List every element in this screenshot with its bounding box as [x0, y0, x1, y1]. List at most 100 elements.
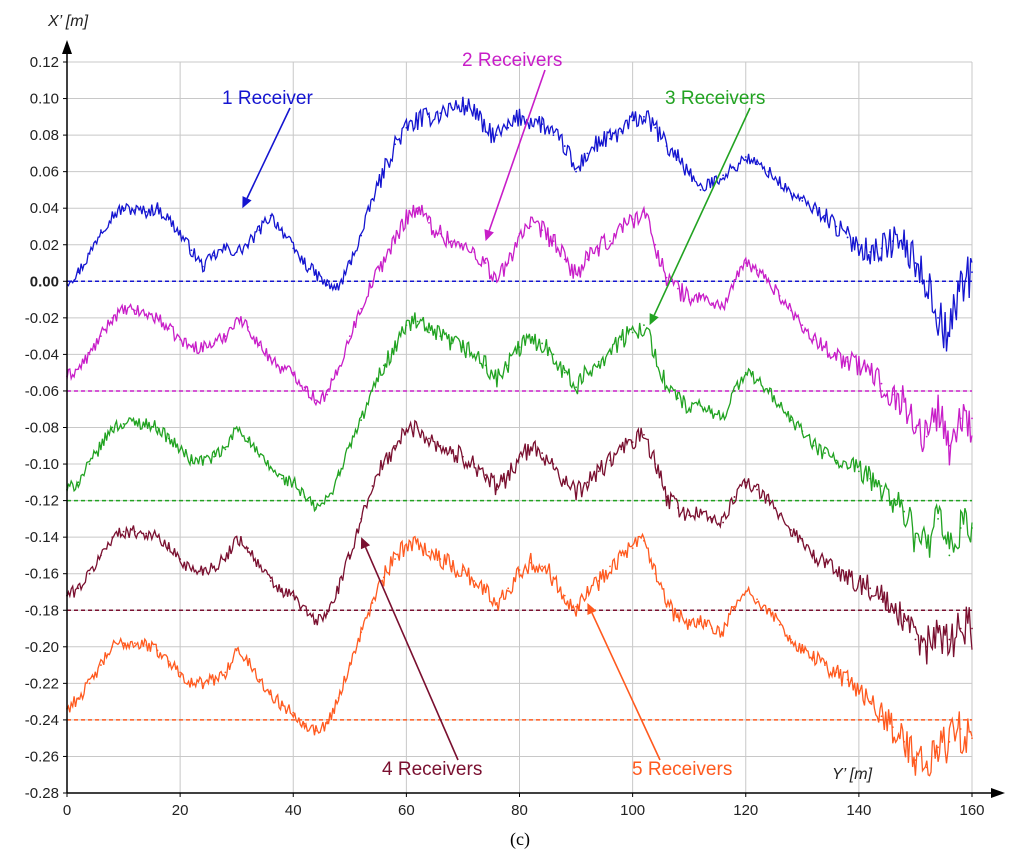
series-3-point-63	[778, 404, 781, 407]
series-4-point-60	[744, 481, 747, 484]
series-3-point-55	[688, 408, 691, 411]
series-5-point-4	[111, 645, 114, 648]
series-4-point-64	[790, 528, 792, 531]
y-tick-labels: 0.12 0.10 0.08 0.06 0.04 0.02 0.00 -0.02 -0.04 -0…	[25, 54, 67, 802]
y-axis-label: X’ [m]	[47, 13, 89, 30]
x-tick-label-8: 160	[959, 802, 984, 819]
series-1-point-35	[462, 104, 464, 107]
series-5-point-71	[869, 700, 872, 703]
series-3-point-21	[303, 496, 306, 498]
series-4-point-55	[688, 514, 691, 517]
series-line-1	[66, 96, 973, 352]
series-4-point-69	[846, 576, 849, 579]
series-2-point-52	[654, 243, 657, 246]
series-5-point-79	[959, 728, 962, 730]
series-3-point-13	[213, 455, 215, 458]
x-tick-label-3: 60	[398, 802, 415, 819]
series-5-point-32	[428, 550, 430, 553]
x-axis-arrow	[991, 788, 1005, 798]
series-3-point-52	[654, 353, 657, 356]
series-2-point-22	[314, 399, 317, 401]
y-axis-arrow	[62, 40, 72, 54]
series-2-point-31	[416, 207, 419, 210]
series-1-point-18	[269, 214, 272, 217]
series-3-point-7	[145, 422, 148, 425]
series-1-point-7	[145, 210, 148, 213]
series-3-point-61	[756, 379, 758, 381]
series-1-point-79	[959, 280, 962, 283]
series-2-point-49	[620, 225, 623, 228]
series-3-point-19	[281, 477, 283, 480]
series-2-point-62	[767, 280, 770, 283]
y-tick-label-7: -0.02	[25, 310, 59, 327]
series-5-point-13	[213, 678, 215, 681]
series-1-point-52	[654, 126, 657, 129]
series-5-point-48	[609, 565, 611, 568]
series-3-point-66	[812, 444, 815, 447]
series-5-point-53	[665, 605, 668, 608]
series-3-point-74	[903, 510, 906, 513]
series-5-point-52	[654, 572, 657, 575]
series-1-point-11	[190, 249, 193, 252]
series-5-point-15	[235, 649, 238, 652]
series-3-point-77	[937, 517, 939, 520]
annotation-arrowhead-3	[649, 313, 659, 326]
series-1-point-27	[371, 198, 374, 200]
series-1-point-8	[156, 207, 159, 210]
series-3-point-8	[156, 426, 159, 429]
y-tick-label-8: -0.04	[25, 346, 59, 363]
series-1-point-55	[688, 170, 691, 173]
series-3-point-9	[167, 437, 170, 440]
series-2-point-28	[382, 258, 385, 261]
series-4-point-33	[439, 444, 442, 447]
series-3-point-78	[948, 554, 951, 557]
series-3-point-22	[314, 507, 317, 509]
series-2-point-25	[348, 335, 351, 338]
y-tick-label-18: -0.24	[25, 712, 59, 729]
series-5-point-20	[292, 711, 295, 714]
series-2-point-56	[699, 295, 702, 297]
series-4-point-47	[597, 470, 600, 473]
series-2-point-69	[846, 360, 849, 363]
annotation-arrow-1	[246, 107, 291, 199]
series-1-point-15	[235, 251, 238, 253]
series-5-point-46	[586, 591, 589, 593]
series-5-point-29	[394, 558, 396, 560]
series-3-point-30	[405, 324, 408, 327]
series-3-point-39	[507, 364, 510, 367]
series-1-point-61	[756, 163, 758, 166]
series-4-point-27	[371, 485, 374, 487]
series-1-point-45	[575, 170, 577, 173]
series-3-point-45	[575, 386, 577, 389]
series-2-point-35	[462, 247, 464, 250]
series-2-point-59	[733, 280, 736, 283]
series-2-point-46	[586, 258, 589, 261]
series-2-point-45	[575, 273, 577, 275]
series-2-point-61	[756, 269, 758, 272]
series-1-point-51	[643, 115, 645, 118]
series-3-point-54	[676, 397, 679, 400]
series-2-point-68	[835, 353, 838, 356]
series-4-point-75	[914, 638, 917, 641]
series-2-point-2	[88, 353, 91, 356]
series-2-point-66	[812, 338, 815, 341]
series-5-point-72	[880, 715, 883, 718]
series-2-point-50	[631, 218, 634, 221]
series-4-point-38	[495, 488, 498, 491]
series-1-point-32	[428, 115, 430, 118]
series-2-point-53	[665, 276, 668, 279]
y-tick-label-2: 0.08	[30, 127, 59, 144]
series-5-point-75	[914, 759, 917, 762]
series-5-point-62	[767, 609, 770, 612]
series-3-point-51	[643, 324, 645, 327]
series-4-point-4	[111, 536, 114, 539]
series-1-point-74	[903, 243, 906, 246]
series-5-point-36	[473, 580, 476, 582]
series-2-point-14	[224, 335, 227, 338]
series-4-point-30	[405, 430, 408, 433]
series-4-point-58	[722, 521, 725, 524]
series-3-point-14	[224, 448, 227, 451]
series-2-point-5	[122, 309, 125, 312]
series-1-point-70	[857, 243, 860, 246]
series-1-point-57	[710, 181, 713, 184]
